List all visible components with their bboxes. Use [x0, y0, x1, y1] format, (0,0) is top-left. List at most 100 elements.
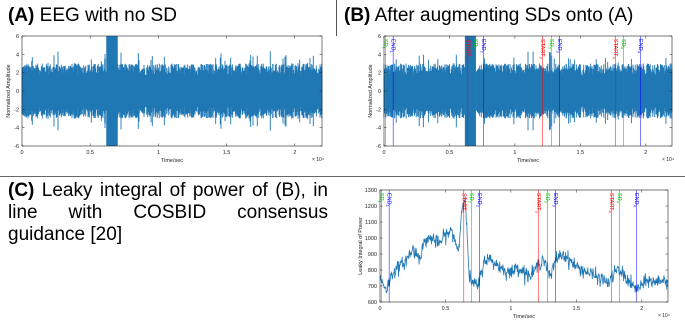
marker-label-text: START: [539, 39, 545, 57]
x-tick-label: 0.5: [442, 306, 450, 312]
marker-label-text: SD: [378, 193, 384, 201]
y-tick-label: -4: [376, 126, 381, 132]
marker-label-sub: 3: [555, 51, 560, 54]
y-tick-label: 1300: [365, 188, 377, 194]
y-tick-label: -6: [376, 144, 381, 150]
marker-label-end-2: END2: [479, 39, 486, 54]
marker-label-sub: 4: [637, 51, 642, 54]
marker-label-text: END: [476, 193, 482, 205]
marker-label-text: SD: [544, 193, 550, 201]
marker-label-start-2: START2: [460, 193, 467, 214]
marker-label-text: END: [480, 39, 486, 51]
x-axis-label: Time/sec: [517, 158, 539, 164]
chart-a: -6 -4 -2 0 2 4 6 0 0.5 1 1.5 2 × 10⁴ Time/sec Normaliz…: [6, 34, 324, 164]
x-tick-label: 1: [509, 306, 512, 312]
marker-label-end-2: END2: [475, 193, 482, 208]
marker-label-sub: 3: [551, 205, 556, 208]
marker-label-text: START: [535, 193, 541, 211]
y-tick-label: -2: [14, 107, 19, 113]
x-axis-label: Time/sec: [513, 314, 535, 320]
marker-label-sub: 2: [479, 51, 484, 54]
x-tick-label: 2: [640, 306, 643, 312]
y-tick-label: -4: [14, 126, 19, 132]
marker-label-text: END: [386, 193, 392, 205]
marker-label-end-4: END4: [637, 39, 644, 54]
marker-label-end-3: END3: [551, 193, 558, 208]
x-tick-label: 0.5: [446, 150, 454, 156]
x-axis-label: Time/sec: [161, 158, 183, 164]
marker-label-sd-4: SD4: [616, 193, 623, 204]
x-exponent: × 10⁴: [312, 157, 324, 163]
x-tick-label: 1.5: [223, 150, 231, 156]
marker-label-sd-2: SD2: [472, 39, 479, 50]
marker-label-end-1: END1: [385, 193, 392, 208]
marker-label-text: END: [390, 39, 396, 51]
x-tick-label: 0: [20, 150, 23, 156]
marker-label-text: END: [633, 193, 639, 205]
y-tick-label: 1200: [365, 204, 377, 210]
y-axis-label: Normalized Amplitude: [368, 64, 374, 118]
y-tick-label: 600: [368, 300, 377, 306]
marker-label-text: START: [460, 193, 466, 211]
y-tick-label: 6: [378, 34, 381, 40]
y-tick-label: 900: [368, 252, 377, 258]
y-tick-label: 2: [378, 71, 381, 77]
marker-label-text: END: [552, 193, 558, 205]
marker-label-sub: 3: [534, 211, 539, 214]
y-tick-label: 4: [16, 52, 19, 58]
marker-label-start-2: START2: [464, 39, 471, 60]
marker-label-sub: 4: [620, 47, 625, 50]
axes-box-c: [379, 189, 669, 303]
y-tick-label: 800: [368, 268, 377, 274]
marker-label-sub: 2: [475, 205, 480, 208]
marker-label-sub: 4: [608, 211, 613, 214]
panel-a-text: EEG with no SD: [39, 5, 177, 26]
marker-label-end-4: END4: [633, 193, 640, 208]
marker-label-sd-4: SD4: [620, 39, 627, 50]
panel-c-letter: (C): [8, 180, 35, 201]
marker-label-sub: 3: [548, 47, 553, 50]
marker-label-sd-1: SD1: [377, 193, 384, 204]
marker-label-sub: 1: [389, 51, 394, 54]
y-tick-label: -2: [376, 107, 381, 113]
y-tick-label: 4: [378, 52, 381, 58]
marker-label-text: SD: [548, 39, 554, 47]
marker-label-sub: 3: [538, 57, 543, 60]
marker-label-text: SD: [472, 39, 478, 47]
marker-label-sub: 4: [633, 205, 638, 208]
y-tick-label: 2: [16, 71, 19, 77]
panel-c-text: Leaky integral of power of (B), in line …: [8, 180, 329, 245]
x-tick-label: 0.5: [86, 150, 94, 156]
panel-a-title: (A) EEG with no SD: [8, 5, 177, 27]
marker-label-text: START: [464, 39, 470, 57]
marker-label-end-1: END1: [389, 39, 396, 54]
panel-c-caption: (C) Leaky integral of power of (B), in l…: [8, 180, 328, 246]
marker-label-sub: 4: [616, 201, 621, 204]
x-tick-label: 0: [382, 150, 385, 156]
y-axis-label: Normalized Amplitude: [6, 64, 12, 118]
y-tick-label: 1100: [365, 220, 377, 226]
marker-label-sub: 3: [544, 201, 549, 204]
x-tick-label: 1: [513, 150, 516, 156]
x-tick-label: 1.5: [577, 150, 585, 156]
marker-label-start-4: START4: [608, 193, 615, 214]
leaky-integral-trace: [379, 196, 669, 294]
signal-trace-b: [383, 36, 673, 146]
x-exponent: × 10⁴: [662, 157, 674, 163]
x-tick-label: 2: [293, 150, 296, 156]
x-tick-label: 0: [378, 306, 381, 312]
panel-b-text: After augmenting SDs onto (A): [374, 5, 634, 26]
y-tick-label: -6: [14, 144, 19, 150]
y-tick-label: 6: [16, 34, 19, 40]
marker-label-sub: 2: [472, 47, 477, 50]
marker-label-sub: 2: [460, 211, 465, 214]
marker-label-sd-2: SD2: [468, 193, 475, 204]
signal-trace-a: [21, 36, 323, 146]
y-tick-label: 0: [16, 89, 19, 95]
marker-label-text: SD: [620, 39, 626, 47]
row-divider: [0, 176, 685, 177]
marker-label-sd-1: SD1: [381, 39, 388, 50]
marker-label-end-3: END3: [555, 39, 562, 54]
